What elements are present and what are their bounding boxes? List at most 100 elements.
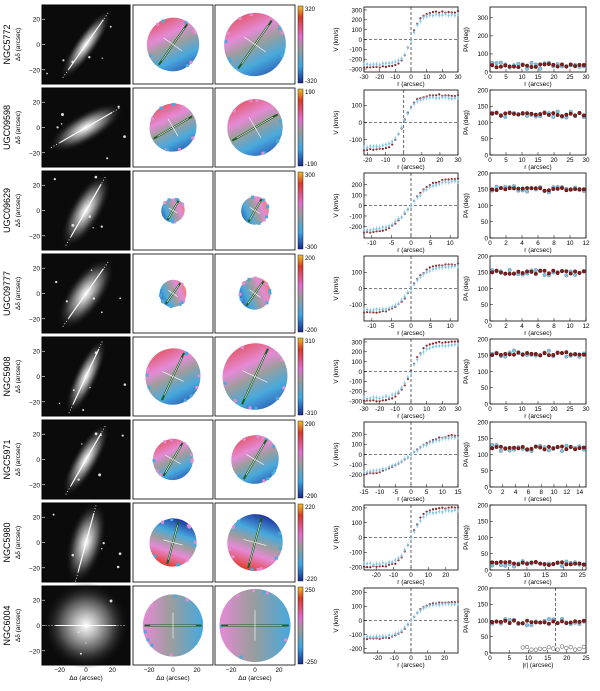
rc-gas-point [362,396,366,399]
rc-star-point [369,566,372,569]
galaxy-image-panel: 20 0 −20 Δδ (arcsec) [15,501,131,584]
pa-star-point [490,187,495,192]
pa-ytick-label: 150 [477,353,488,360]
pa-star-point [577,561,582,566]
rc-star-point [372,230,375,234]
colorbar-min: -190 [305,162,318,168]
edge-pixel [266,477,270,481]
edge-pixel [239,655,243,659]
pa-star-point [555,560,560,565]
pa-star-point [494,351,499,356]
rc-star-point [419,17,422,20]
pa-gas-point [494,184,499,189]
edge-pixel [184,351,188,355]
galaxy-name: UGC09777 [2,271,12,316]
pa-xlabel: r (arcsec) [524,81,551,88]
pa-xtick-label: 5 [507,655,511,662]
pa-star-point [560,560,564,565]
image-ytick-label: 20 [33,183,41,190]
image-ytick-label: −20 [29,648,40,655]
pa-gas-point [560,563,564,568]
edge-pixel [250,567,254,571]
pa-frame [489,6,587,73]
position-angle-panel: 0 50 100 150 200 0 2 4 6 8 10 12 r (arcsec) PA (deg) [463,170,590,254]
pa-xtick-label: 14 [576,489,584,496]
field-star [94,432,98,436]
rc-gas-point [419,446,422,449]
pa-star-point [573,187,578,192]
position-angle-panel: 0 50 100 150 200 0 5 10 15 20 25 30 r (arcsec) PA (de… [463,336,590,420]
rc-gas-point [372,308,375,311]
rc-gas-point [403,381,406,385]
edge-pixel [272,445,276,449]
image-ylabel: Δδ (arcsec) [15,360,22,393]
edge-pixel [247,277,251,281]
pa-gas-point [546,448,551,453]
pa-ytick-label: 200 [477,170,488,177]
rc-xtick-label: 20 [439,74,447,81]
rc-xlabel: r (arcsec) [397,330,424,337]
rc-xtick-label: 10 [425,572,433,579]
rc-gas-point [444,96,447,99]
rc-gas-point [387,634,391,637]
gas-map-xtick-label: 20 [275,667,283,674]
image-ylabel: Δδ (arcsec) [15,443,22,476]
gas-map-xtick-label: −20 [226,667,237,674]
field-star [116,565,120,569]
rc-star-point [366,66,369,69]
pa-xlabel: r (arcsec) [524,496,551,503]
image-ylabel: Δδ (arcsec) [15,526,22,559]
pa-star-point [490,353,495,358]
rc-star-point [366,311,369,314]
edge-pixel [145,373,149,377]
rc-ytick-label: -200 [349,564,362,571]
pa-star-point [520,444,525,449]
pa-star-point [538,445,543,450]
rc-xtick-label: -20 [363,157,373,164]
rc-star-point [378,66,381,69]
galaxy-image-panel: 20 0 −20 Δδ (arcsec) [15,419,131,500]
colorbar-max: 200 [305,256,316,262]
rc-gas-point [387,142,391,145]
pa-star-point [525,351,530,355]
pa-xtick-label: 15 [534,74,542,81]
edge-pixel [169,438,173,442]
edge-pixel [146,638,150,642]
rc-gas-point [384,226,388,229]
rc-ytick-label: 100 [351,270,362,277]
pa-star-point [542,62,547,67]
edge-pixel [167,198,171,202]
pa-xtick-label: 20 [560,572,568,579]
rc-gas-point [403,548,406,551]
rc-ytick-label: 0 [358,286,362,293]
rc-xlabel: r (arcsec) [397,662,424,669]
pa-star-point [490,270,495,275]
rc-gas-point [384,62,388,65]
image-xtick-label: 20 [109,667,117,674]
rc-gas-point [422,16,425,19]
rc-gas-point [409,204,413,207]
rc-gas-point [381,62,384,65]
pa-star-point [525,447,530,452]
pa-star-point [529,560,534,565]
rc-gas-point [456,264,460,268]
pa-star-point [512,271,516,276]
pa-star-point [538,620,543,625]
rc-ytick-label: -100 [349,137,362,144]
kinematic-axis [70,432,102,487]
field-star [123,135,126,139]
edge-pixel [237,519,241,523]
rc-gas-point [409,106,413,110]
pa-open-point [559,644,565,649]
rc-xtick-label: -10 [391,74,401,81]
pa-gas-point [503,114,508,119]
rc-ytick-label: -200 [349,388,362,395]
pa-gas-point [490,443,495,447]
rc-gas-point [431,14,435,17]
pa-xlabel: r (arcsec) [524,330,551,337]
rc-star-point [447,341,450,344]
rc-gas-point [387,465,391,469]
rc-ytick-label: 200 [351,17,362,24]
